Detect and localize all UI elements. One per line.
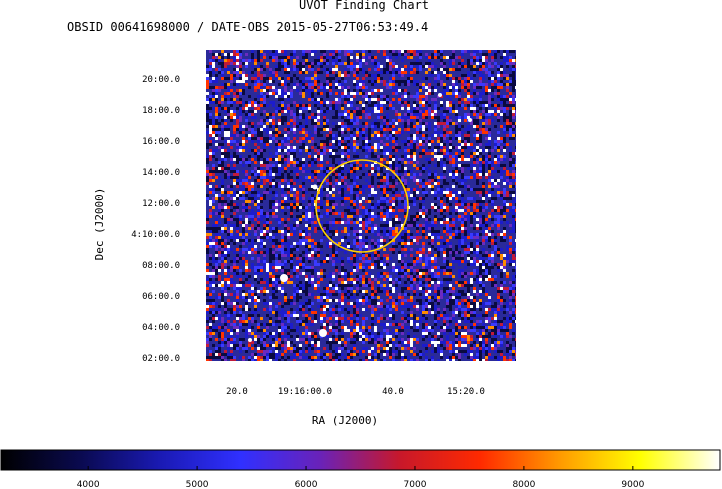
colorbar-gradient	[0, 449, 721, 471]
colorbar-tick-label: 6000	[295, 480, 318, 489]
colorbar-ticks: 4000 5000 6000 7000 8000 9000	[77, 466, 645, 489]
y-tick-label: 04:00.0	[142, 323, 180, 333]
x-tick-label: 15:20.0	[447, 387, 485, 397]
y-tick-label: 12:00.0	[142, 199, 180, 209]
y-tick-label: 02:00.0	[142, 354, 180, 364]
y-tick-labels: 20:00.0 18:00.0 16:00.0 14:00.0 12:00.0 4:10:…	[131, 75, 180, 364]
colorbar-tick-label: 5000	[186, 480, 209, 489]
y-tick-label: 08:00.0	[142, 261, 180, 271]
x-tick-labels: 20.0 19:16:00.0 40.0 15:20.0	[226, 387, 485, 397]
x-tick-label: 20.0	[226, 387, 248, 397]
y-axis-label: Dec (J2000)	[93, 188, 106, 261]
colorbar-tick-label: 4000	[77, 480, 100, 489]
colorbar: 4000 5000 6000 7000 8000 9000	[0, 449, 721, 489]
colorbar-tick-label: 9000	[621, 480, 644, 489]
sky-image	[206, 50, 516, 361]
y-tick-label: 16:00.0	[142, 137, 180, 147]
source-circle	[315, 159, 409, 253]
y-tick-label: 4:10:00.0	[131, 230, 180, 240]
y-tick-label: 18:00.0	[142, 106, 180, 116]
chart-title: UVOT Finding Chart	[299, 0, 429, 12]
y-tick-label: 14:00.0	[142, 168, 180, 178]
y-tick-label: 20:00.0	[142, 75, 180, 85]
chart-subtitle: OBSID 00641698000 / DATE-OBS 2015-05-27T…	[67, 20, 428, 34]
y-tick-label: 06:00.0	[142, 292, 180, 302]
x-tick-label: 40.0	[382, 387, 404, 397]
colorbar-tick-label: 8000	[512, 480, 535, 489]
x-tick-label: 19:16:00.0	[278, 387, 332, 397]
x-axis-label: RA (J2000)	[312, 414, 378, 427]
colorbar-tick-label: 7000	[404, 480, 427, 489]
